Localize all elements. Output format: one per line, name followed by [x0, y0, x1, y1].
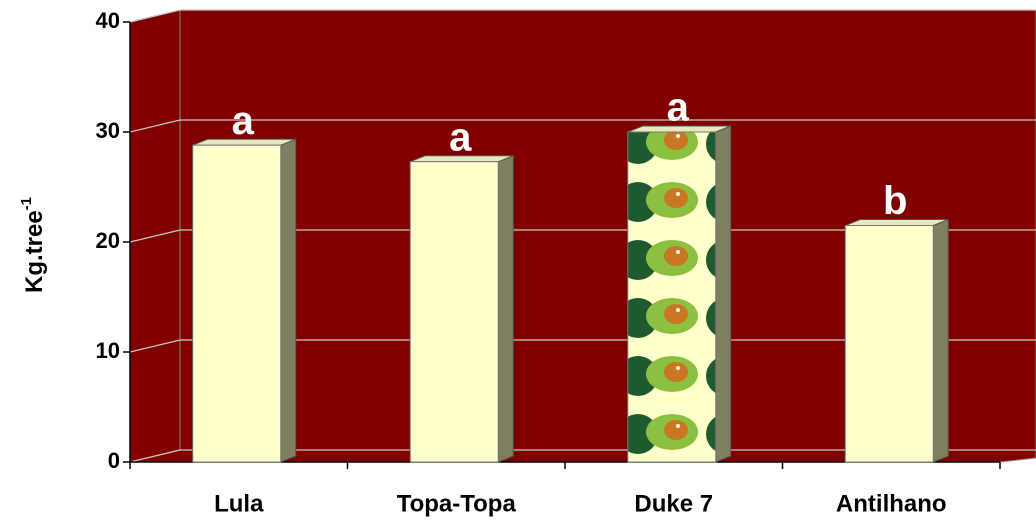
significance-label: b — [883, 179, 907, 223]
bar-side — [933, 220, 948, 463]
significance-label: a — [667, 86, 690, 130]
y-tick-label: 30 — [96, 118, 120, 143]
x-tick-label: Antilhano — [836, 490, 947, 517]
y-axis-title-text: Kg.tree — [21, 210, 48, 293]
y-axis-title-superscript: -1 — [18, 197, 35, 210]
bar-side — [281, 139, 296, 462]
bar — [628, 132, 716, 462]
x-tick-label: Topa-Topa — [397, 490, 517, 517]
bar-side — [716, 126, 731, 462]
significance-label: a — [232, 99, 255, 143]
y-tick-label: 10 — [96, 338, 120, 363]
y-axis-title: Kg.tree-1 — [18, 197, 48, 293]
y-tick-label: 0 — [108, 448, 120, 473]
bar-side — [498, 156, 513, 462]
plot-area: 0 10 20 30 40 a Lula a Topa-Topa a Duke 7 b Antilhan… — [96, 8, 1036, 518]
x-tick-label: Duke 7 — [634, 490, 713, 517]
bar — [193, 145, 281, 462]
bar — [845, 226, 933, 463]
y-tick-label: 40 — [96, 8, 120, 33]
bar — [410, 162, 498, 462]
chart: 0 10 20 30 40 a Lula a Topa-Topa a Duke 7 b Antilhan… — [0, 0, 1036, 529]
y-tick-label: 20 — [96, 228, 120, 253]
x-tick-label: Lula — [214, 490, 264, 517]
significance-label: a — [449, 115, 472, 159]
